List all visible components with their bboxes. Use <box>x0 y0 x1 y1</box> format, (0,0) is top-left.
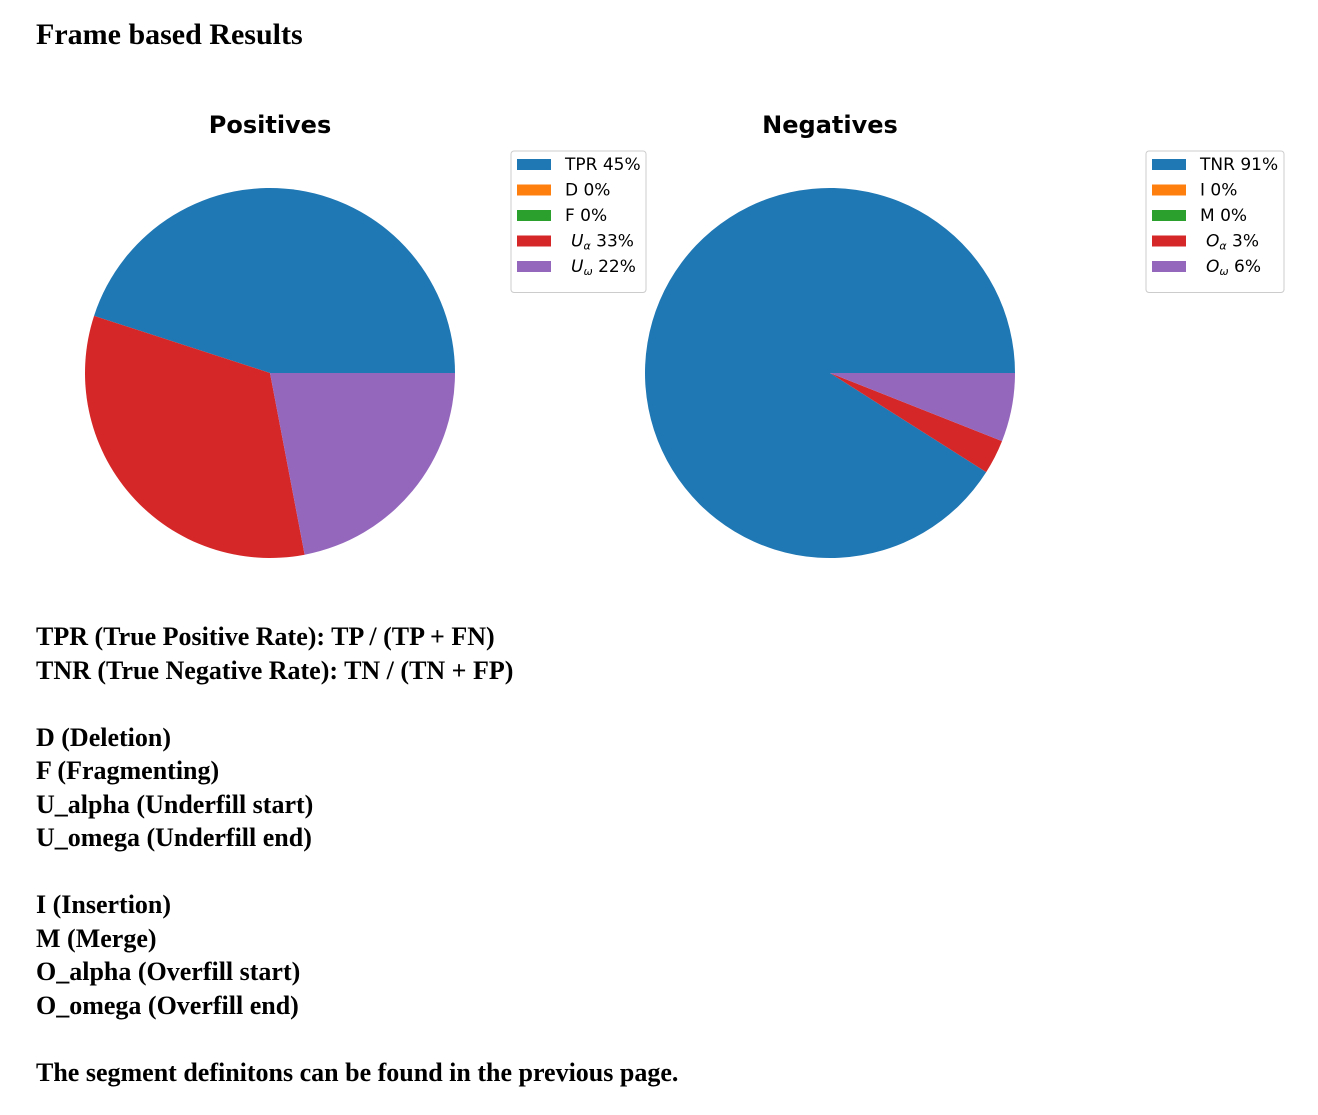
pie-slice-u-alpha <box>84 315 305 559</box>
legend-label: Uα 33% <box>571 232 634 253</box>
definition-fragmenting: F (Fragmenting) <box>36 756 220 785</box>
definition-insertion: I (Insertion) <box>36 890 172 919</box>
legend-label: TPR 45% <box>564 155 641 175</box>
chart-title: Negatives <box>762 111 898 139</box>
legend-swatch <box>1152 159 1186 170</box>
footer-note: The segment definitons can be found in t… <box>36 1057 679 1087</box>
pie-slice-u-omega <box>270 373 456 555</box>
definition-underfill-end: U_omega (Underfill end) <box>36 823 312 852</box>
legend-label: D 0% <box>565 181 610 201</box>
legend-label: Oω 6% <box>1206 257 1261 278</box>
definition-deletion: D (Deletion) <box>36 722 172 752</box>
spacer <box>36 855 678 889</box>
pie-slices <box>644 188 1015 559</box>
legend-swatch <box>517 261 551 272</box>
page-title: Frame based Results <box>36 18 303 51</box>
chart-title: Positives <box>209 111 332 139</box>
legend-label: TNR 91% <box>1199 155 1278 175</box>
negatives-chart: Negatives TNR 91% I 0% M 0% Oα 3% Oω 6% <box>644 111 1285 559</box>
legend-swatch <box>1152 210 1186 221</box>
legend-label: M 0% <box>1200 206 1247 226</box>
pie-slice-o-omega <box>830 373 1015 442</box>
positives-chart: Positives TPR 45% D 0% F 0% Uα 33% Uω 22% <box>84 111 647 559</box>
legend-swatch <box>1152 235 1186 247</box>
pie-slices <box>84 187 456 559</box>
spacer <box>36 687 678 721</box>
pie-slice-o-alpha <box>830 373 1003 473</box>
legend-label: F 0% <box>565 206 607 226</box>
definition-tnr: TNR (True Negative Rate): TN / (TN + FP) <box>36 655 514 685</box>
legend-swatch <box>517 235 551 247</box>
spacer <box>36 1022 678 1056</box>
legend-swatch <box>1152 184 1186 196</box>
legend-swatch <box>517 159 551 170</box>
chart-legend: TNR 91% I 0% M 0% Oα 3% Oω 6% <box>1145 150 1285 293</box>
definition-overfill-end: O_omega (Overfill end) <box>36 990 299 1020</box>
definition-overfill-start: O_alpha (Overfill start) <box>36 957 301 986</box>
pie-slice-tpr <box>94 187 456 373</box>
definition-tpr: TPR (True Positive Rate): TP / (TP + FN) <box>36 622 495 651</box>
legend-swatch <box>1152 261 1186 272</box>
legend-label: Oα 3% <box>1206 232 1259 253</box>
legend-swatch <box>517 210 551 221</box>
pie-slice-tnr <box>644 188 1015 559</box>
chart-legend: TPR 45% D 0% F 0% Uα 33% Uω 22% <box>510 150 647 293</box>
pie-charts: Positives TPR 45% D 0% F 0% Uα 33% Uω 22% Ne… <box>84 111 1285 559</box>
definition-underfill-start: U_alpha (Underfill start) <box>36 789 314 819</box>
definition-merge: M (Merge) <box>36 923 157 953</box>
legend-label: Uω 22% <box>571 257 636 278</box>
legend-swatch <box>517 184 551 196</box>
legend-label: I 0% <box>1200 181 1237 201</box>
definitions: TPR (True Positive Rate): TP / (TP + FN)… <box>36 620 678 1089</box>
